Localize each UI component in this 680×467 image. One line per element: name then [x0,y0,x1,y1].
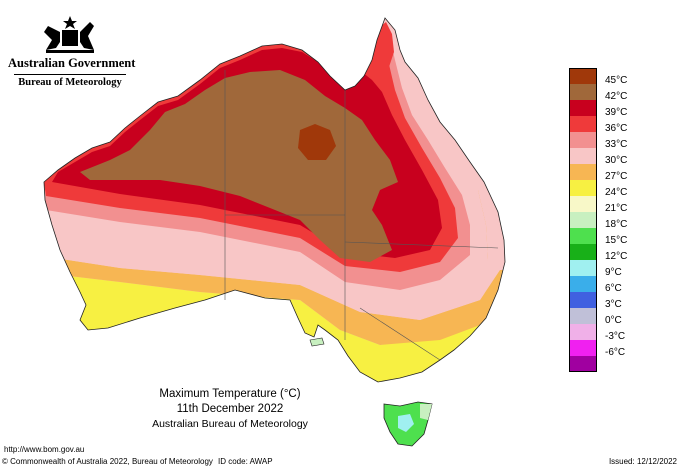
legend-swatch [569,212,597,228]
legend-swatch [569,100,597,116]
arms-scroll [46,50,94,53]
logo-spacer [8,10,132,54]
zone-45 [298,124,336,160]
legend-label: 45°C [605,75,628,86]
kangaroo-island [309,337,325,347]
legend-label: 27°C [605,171,628,182]
border-nsw-vic [359,307,441,361]
bureau-title: Bureau of Meteorology [18,77,122,88]
legend-label: 42°C [605,91,628,102]
legend-label: 24°C [605,187,628,198]
legend-label: 15°C [605,235,628,246]
state-borders [224,70,499,361]
government-title: Australian Government [8,56,136,70]
tasmania-cool-patch [398,414,414,432]
legend-swatch [569,308,597,324]
legend-swatch [569,260,597,276]
legend-label: 39°C [605,107,628,118]
legend-label: 21°C [605,203,628,214]
legend-label: 12°C [605,251,628,262]
legend-swatch [569,116,597,132]
legend-label: 18°C [605,219,628,230]
legend-label: 3°C [605,299,622,310]
legend-swatch [569,180,597,196]
legend-label: 0°C [605,315,622,326]
footer-copyright: © Commonwealth of Australia 2022, Bureau… [2,457,213,466]
legend-swatch [569,148,597,164]
legend-swatch [569,356,597,372]
zone-42 [80,70,398,262]
zone-27 [55,258,505,345]
tasmania [383,401,433,447]
legend-label: 30°C [605,155,628,166]
arms-kangaroo [44,26,60,50]
legend-swatch [569,228,597,244]
government-logo: Australian Government Bureau of Meteorol… [8,10,136,88]
legend-swatch [569,132,597,148]
legend-label: 33°C [605,139,628,150]
legend-label: -6°C [605,347,626,358]
logo-divider [14,74,126,75]
footer-url[interactable]: http://www.bom.gov.au [4,445,85,454]
legend-swatch [569,340,597,356]
arms-emu [80,22,94,50]
legend-swatch [569,68,597,84]
legend-label: 6°C [605,283,622,294]
zone-cape-york [376,22,394,70]
legend-swatch [569,84,597,100]
legend-swatch [569,244,597,260]
legend-swatch [569,196,597,212]
legend-swatch [569,292,597,308]
legend-label: 9°C [605,267,622,278]
zone-30 [48,40,505,320]
mainland-outline [43,17,506,383]
tasmania-coast [420,404,432,420]
footer-id-code: ID code: AWAP [218,457,273,466]
legend-label: -3°C [605,331,626,342]
map-date: 11th December 2022 [176,403,284,415]
map-title: Maximum Temperature (°C) [159,388,301,400]
map-caption: Maximum Temperature (°C) 11th December 2… [130,388,330,430]
footer-issued: Issued: 12/12/2022 [608,457,677,466]
border-qld-nsw [344,241,499,249]
coat-of-arms-icon [44,16,94,53]
map-org: Australian Bureau of Meteorology [152,418,308,430]
legend-swatch [569,324,597,340]
arms-shield [62,30,78,46]
arms-star [63,16,77,29]
legend-swatch [569,164,597,180]
legend-label: 36°C [605,123,628,134]
legend-swatch [569,276,597,292]
